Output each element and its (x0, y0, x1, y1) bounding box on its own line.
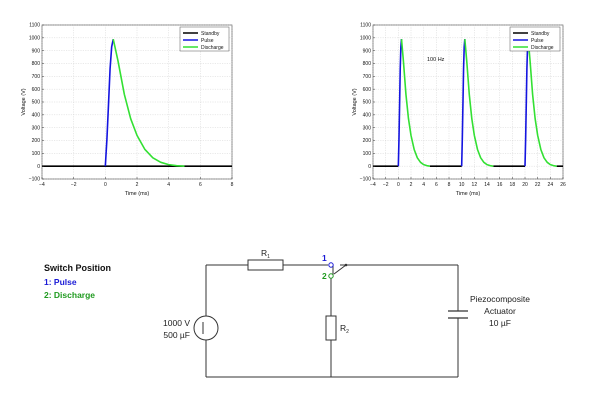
x-tick-label: 10 (459, 182, 465, 188)
frequency-annotation: 100 Hz (427, 57, 445, 63)
y-tick-label: 600 (363, 87, 372, 93)
x-tick-label: 6 (199, 182, 202, 188)
y-axis-label: Voltage (V) (352, 88, 358, 115)
r2-label: R2 (340, 323, 349, 335)
legend-label-standby: Standby (201, 31, 220, 37)
y-tick-label: 300 (363, 125, 372, 131)
x-tick-label: −4 (370, 182, 376, 188)
y-tick-label: 200 (32, 138, 41, 144)
node-2-label: 2 (322, 271, 327, 281)
source-voltage-label: 1000 V (163, 318, 190, 328)
legend: Standby Pulse Discharge (179, 26, 230, 52)
x-tick-label: 22 (535, 182, 541, 188)
y-tick-label: 400 (32, 113, 41, 119)
legend-label-standby: Standby (531, 31, 550, 37)
y-tick-label: 100 (32, 151, 41, 157)
series-group (42, 38, 232, 167)
legend-box (509, 26, 561, 52)
y-tick-label: 600 (32, 87, 41, 93)
y-tick-label: 400 (363, 113, 372, 119)
actuator-label-line3: 10 µF (489, 318, 511, 328)
x-tick-label: 16 (497, 182, 503, 188)
chart-pulse-train: −4 −2 0 2 4 6 8 10 12 14 16 18 20 22 24 26−100010020030… (352, 23, 566, 197)
x-axis-label: Time (ms) (456, 191, 481, 197)
circuit-components: R1 R2 1 2 1000 V 500 µF Piezocomposite A… (163, 248, 530, 341)
switch-pivot (344, 263, 348, 267)
y-tick-label: 1100 (29, 23, 40, 29)
x-tick-label: 0 (397, 182, 400, 188)
y-tick-label: 1100 (360, 23, 371, 29)
series-discharge (400, 39, 557, 167)
x-tick-label: −2 (383, 182, 389, 188)
switch-legend-discharge: 2: Discharge (44, 290, 95, 300)
x-tick-label: −4 (39, 182, 45, 188)
legend-label-discharge: Discharge (201, 45, 224, 51)
tick-labels: −4 −2 0 2 4 6 8 10 12 14 16 18 20 22 24 26−100010020030… (360, 23, 566, 188)
x-tick-label: 2 (410, 182, 413, 188)
switch-legend-title: Switch Position (44, 263, 111, 273)
x-tick-label: 8 (448, 182, 451, 188)
actuator-label-line1: Piezocomposite (470, 294, 530, 304)
y-tick-label: 100 (363, 151, 372, 157)
voltage-source (193, 315, 219, 341)
y-tick-label: 900 (32, 48, 41, 54)
switch-lever (333, 264, 347, 275)
x-tick-label: 26 (560, 182, 566, 188)
resistor-r2 (325, 315, 337, 341)
y-tick-label: 500 (363, 100, 372, 106)
x-tick-label: 4 (167, 182, 170, 188)
x-tick-label: 14 (484, 182, 490, 188)
y-axis-label: Voltage (V) (21, 88, 27, 115)
actuator-label-line2: Actuator (484, 306, 516, 316)
y-tick-label: 700 (363, 74, 372, 80)
x-tick-label: 2 (136, 182, 139, 188)
x-tick-label: 18 (510, 182, 516, 188)
switch-legend-pulse: 1: Pulse (44, 277, 77, 287)
y-tick-label: −100 (29, 177, 40, 183)
x-tick-label: 20 (522, 182, 528, 188)
y-tick-label: 700 (32, 74, 41, 80)
r1-label: R1 (261, 248, 270, 260)
y-tick-label: 1000 (29, 36, 40, 42)
legend-label-pulse: Pulse (531, 38, 544, 44)
series-pulse (104, 38, 115, 167)
series-discharge (112, 38, 185, 167)
y-tick-label: 500 (32, 100, 41, 106)
y-tick-label: 900 (363, 48, 372, 54)
node-1-label: 1 (322, 253, 327, 263)
source-capacitance-label: 500 µF (163, 330, 190, 340)
y-tick-label: 1000 (360, 36, 371, 42)
legend-label-discharge: Discharge (531, 45, 554, 51)
y-tick-label: 0 (37, 164, 40, 170)
y-tick-label: −100 (360, 177, 371, 183)
y-tick-label: 300 (32, 125, 41, 131)
x-tick-label: 12 (472, 182, 478, 188)
switch-node-1 (328, 262, 334, 268)
resistor-r1 (247, 259, 284, 271)
legend-label-pulse: Pulse (201, 38, 214, 44)
x-tick-label: −2 (71, 182, 77, 188)
legend: Standby Pulse Discharge (509, 26, 561, 52)
y-tick-label: 0 (368, 164, 371, 170)
x-tick-label: 8 (231, 182, 234, 188)
x-tick-label: 0 (104, 182, 107, 188)
x-tick-label: 6 (435, 182, 438, 188)
x-tick-label: 4 (422, 182, 425, 188)
switch-position-legend: Switch Position 1: Pulse 2: Discharge (44, 263, 111, 300)
tick-labels: −4 −2 0 2 4 6 8 −100 0 100 200 300 400 500 600 700 800 90… (29, 23, 234, 188)
x-tick-label: 24 (548, 182, 554, 188)
y-tick-label: 800 (363, 61, 372, 67)
x-axis-label: Time (ms) (125, 191, 150, 197)
circuit-schematic (205, 264, 459, 378)
chart-single-pulse: −4 −2 0 2 4 6 8 −100 0 100 200 300 400 500 600 700 800 90… (21, 23, 234, 197)
y-tick-label: 800 (32, 61, 41, 67)
y-tick-label: 200 (363, 138, 372, 144)
switch-node-2 (328, 273, 334, 279)
